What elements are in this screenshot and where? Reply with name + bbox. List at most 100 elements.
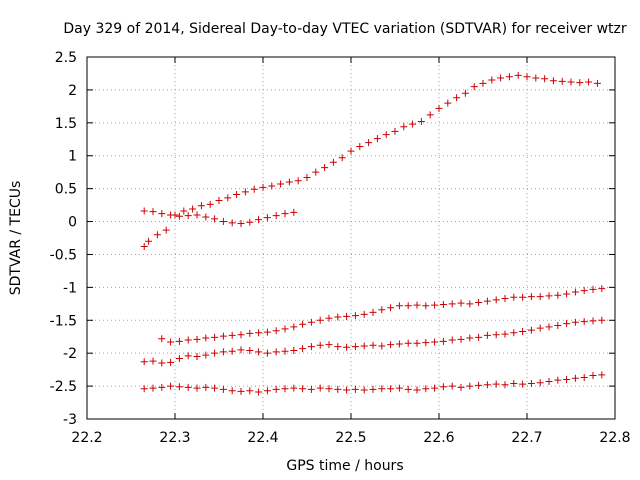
data-point	[404, 385, 412, 393]
data-point	[343, 343, 351, 351]
data-point	[505, 73, 513, 81]
data-point	[475, 381, 483, 389]
data-point	[338, 154, 346, 162]
data-point	[580, 318, 588, 326]
data-point	[211, 215, 219, 223]
data-point	[510, 329, 518, 337]
data-point	[369, 308, 377, 316]
data-point	[554, 322, 562, 330]
data-point	[347, 147, 355, 155]
data-point	[343, 386, 351, 394]
data-point	[360, 310, 368, 318]
data-point	[281, 385, 289, 393]
data-point	[307, 318, 315, 326]
data-point	[483, 297, 491, 305]
data-point	[593, 79, 601, 87]
data-point	[158, 210, 166, 218]
data-point	[589, 372, 597, 380]
data-point	[580, 287, 588, 295]
data-point	[382, 131, 390, 139]
data-point	[510, 379, 518, 387]
data-point	[299, 320, 307, 328]
data-point	[439, 383, 447, 391]
data-point	[400, 123, 408, 131]
data-point	[197, 202, 205, 210]
data-point	[523, 73, 531, 81]
data-point	[219, 348, 227, 356]
data-point	[219, 385, 227, 393]
data-point	[202, 213, 210, 221]
data-point	[466, 300, 474, 308]
data-point	[290, 208, 298, 216]
data-point	[325, 314, 333, 322]
data-point	[158, 335, 166, 343]
data-point	[545, 377, 553, 385]
data-point	[483, 331, 491, 339]
data-point	[457, 299, 465, 307]
data-point	[325, 341, 333, 349]
data-point	[519, 380, 527, 388]
data-point	[237, 331, 245, 339]
data-point	[237, 346, 245, 354]
data-point	[237, 220, 245, 228]
data-point	[453, 94, 461, 102]
data-point	[290, 384, 298, 392]
data-point	[519, 293, 527, 301]
data-point	[175, 337, 183, 345]
data-point	[492, 380, 500, 388]
data-point	[316, 341, 324, 349]
data-point	[488, 76, 496, 84]
data-point	[184, 352, 192, 360]
data-point	[307, 385, 315, 393]
data-point	[162, 226, 170, 234]
data-point	[558, 77, 566, 85]
data-point	[158, 359, 166, 367]
data-point	[290, 323, 298, 331]
data-point	[501, 381, 509, 389]
data-point	[281, 210, 289, 218]
data-point	[404, 302, 412, 310]
data-point	[303, 173, 311, 181]
data-point	[167, 338, 175, 346]
y-tick-label: -1	[63, 280, 77, 296]
data-point	[290, 347, 298, 355]
data-point	[246, 387, 254, 395]
data-point	[545, 323, 553, 331]
data-point	[413, 339, 421, 347]
data-point	[184, 336, 192, 344]
data-point	[268, 182, 276, 190]
data-point	[571, 374, 579, 382]
y-tick-label: 2	[68, 83, 77, 99]
data-point	[448, 382, 456, 390]
data-point	[448, 336, 456, 344]
data-point	[259, 183, 267, 191]
x-axis-label: GPS time / hours	[286, 458, 403, 474]
x-tick-label: 22.6	[423, 430, 454, 446]
data-point	[536, 379, 544, 387]
data-point	[479, 79, 487, 87]
data-point	[417, 118, 425, 126]
data-point	[272, 385, 280, 393]
data-point	[536, 293, 544, 301]
data-point	[272, 327, 280, 335]
data-point	[219, 332, 227, 340]
data-point	[457, 335, 465, 343]
data-point	[378, 385, 386, 393]
data-point	[167, 211, 175, 219]
data-point	[206, 200, 214, 208]
data-point	[439, 337, 447, 345]
data-point	[237, 387, 245, 395]
data-point	[281, 347, 289, 355]
data-point	[263, 349, 271, 357]
data-point	[387, 385, 395, 393]
data-point	[373, 135, 381, 143]
data-point	[483, 381, 491, 389]
data-point	[527, 379, 535, 387]
data-point	[378, 342, 386, 350]
data-point	[334, 313, 342, 321]
data-point	[466, 334, 474, 342]
grid	[87, 57, 615, 419]
data-point	[263, 214, 271, 222]
data-point	[149, 384, 157, 392]
